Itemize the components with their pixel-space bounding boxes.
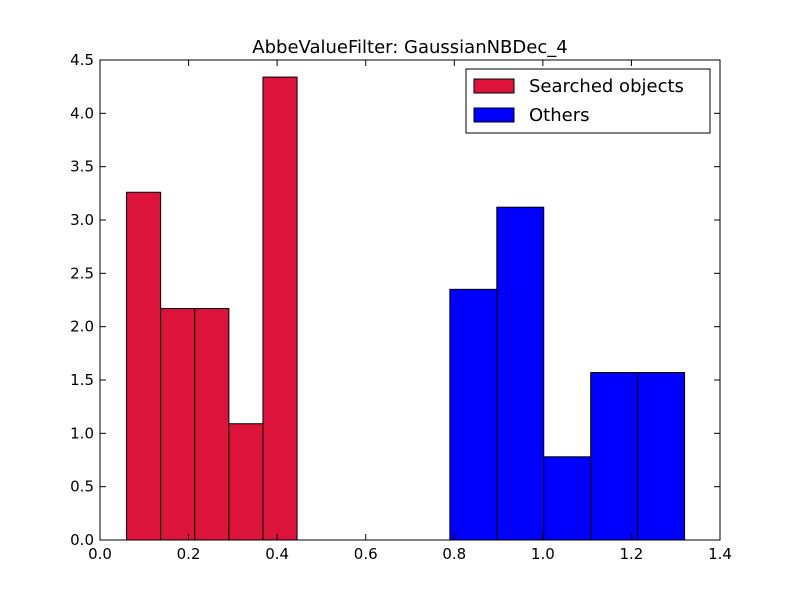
bars-group [126,76,686,541]
bar-searched-3 [228,423,264,541]
bar-others-2 [543,456,592,541]
x-tick-label: 0.4 [265,545,289,563]
x-tick-label: 0.6 [354,545,378,563]
chart-title: AbbeValueFilter: GaussianNBDec_4 [252,37,567,58]
y-tick-label: 3.5 [70,158,94,176]
bar-others-1 [496,206,545,541]
legend-swatch-searched [473,78,515,94]
x-tick-label: 1.4 [708,545,732,563]
y-tick-label: 4.0 [70,104,94,122]
bar-others-4 [637,372,686,541]
y-tick-label: 0.0 [70,531,94,549]
ticks-group: 0.0 0.2 0.4 0.6 0.8 1.0 1.2 1.4 0.0 0.5 1.0 1.5 2.0 2… [70,51,732,563]
plot-frame [99,59,721,541]
legend-swatch-others [473,107,515,123]
x-tick-label: 0.0 [88,545,112,563]
bar-searched-4 [262,76,298,541]
y-tick-label: 2.0 [70,318,94,336]
legend: Searched objects Others [465,68,711,134]
y-tick-label: 1.0 [70,424,94,442]
legend-label-searched: Searched objects [529,76,684,97]
y-tick-label: 0.5 [70,478,94,496]
x-tick-label: 0.8 [442,545,466,563]
bar-others-3 [590,372,639,541]
bar-searched-2 [194,308,230,541]
bar-others-0 [449,288,498,541]
y-tick-label: 2.5 [70,264,94,282]
x-tick-label: 1.0 [531,545,555,563]
y-tick-label: 4.5 [70,51,94,69]
x-tick-label: 1.2 [619,545,643,563]
y-tick-label: 3.0 [70,211,94,229]
y-tick-label: 1.5 [70,371,94,389]
bar-searched-1 [160,308,196,541]
x-tick-label: 0.2 [177,545,201,563]
legend-label-others: Others [529,105,590,126]
bar-searched-0 [126,191,162,541]
